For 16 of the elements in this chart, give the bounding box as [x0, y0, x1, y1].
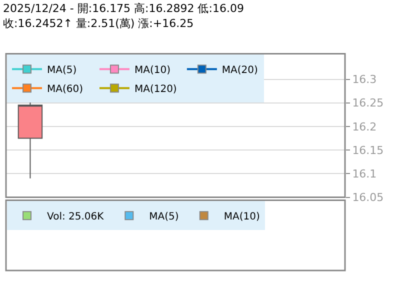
- chart-subtitle: 收:16.2452↑ 量:2.51(萬) 漲:+16.25: [3, 17, 194, 30]
- y-tick-label: 16.25: [352, 96, 384, 110]
- legend-label: MA(20): [222, 65, 258, 76]
- y-tick-label: 16.1: [352, 168, 377, 181]
- legend-label: MA(10): [224, 211, 260, 222]
- legend-label: MA(120): [134, 84, 177, 96]
- y-tick-label: 16.2: [352, 120, 377, 134]
- y-tick-label: 16.3: [352, 73, 377, 86]
- legend-label: Vol: 25.06K: [47, 211, 104, 222]
- legend-label: MA(5): [149, 211, 179, 222]
- legend-label: MA(5): [47, 65, 77, 76]
- legend-label: MA(60): [47, 84, 84, 96]
- y-tick-label: 16.05: [352, 191, 384, 204]
- y-tick-label: 16.15: [352, 144, 384, 157]
- chart-title: 2025/12/24 - 開:16.175 高:16.2892 低:16.09: [3, 2, 244, 15]
- legend-label: MA(10): [134, 65, 171, 76]
